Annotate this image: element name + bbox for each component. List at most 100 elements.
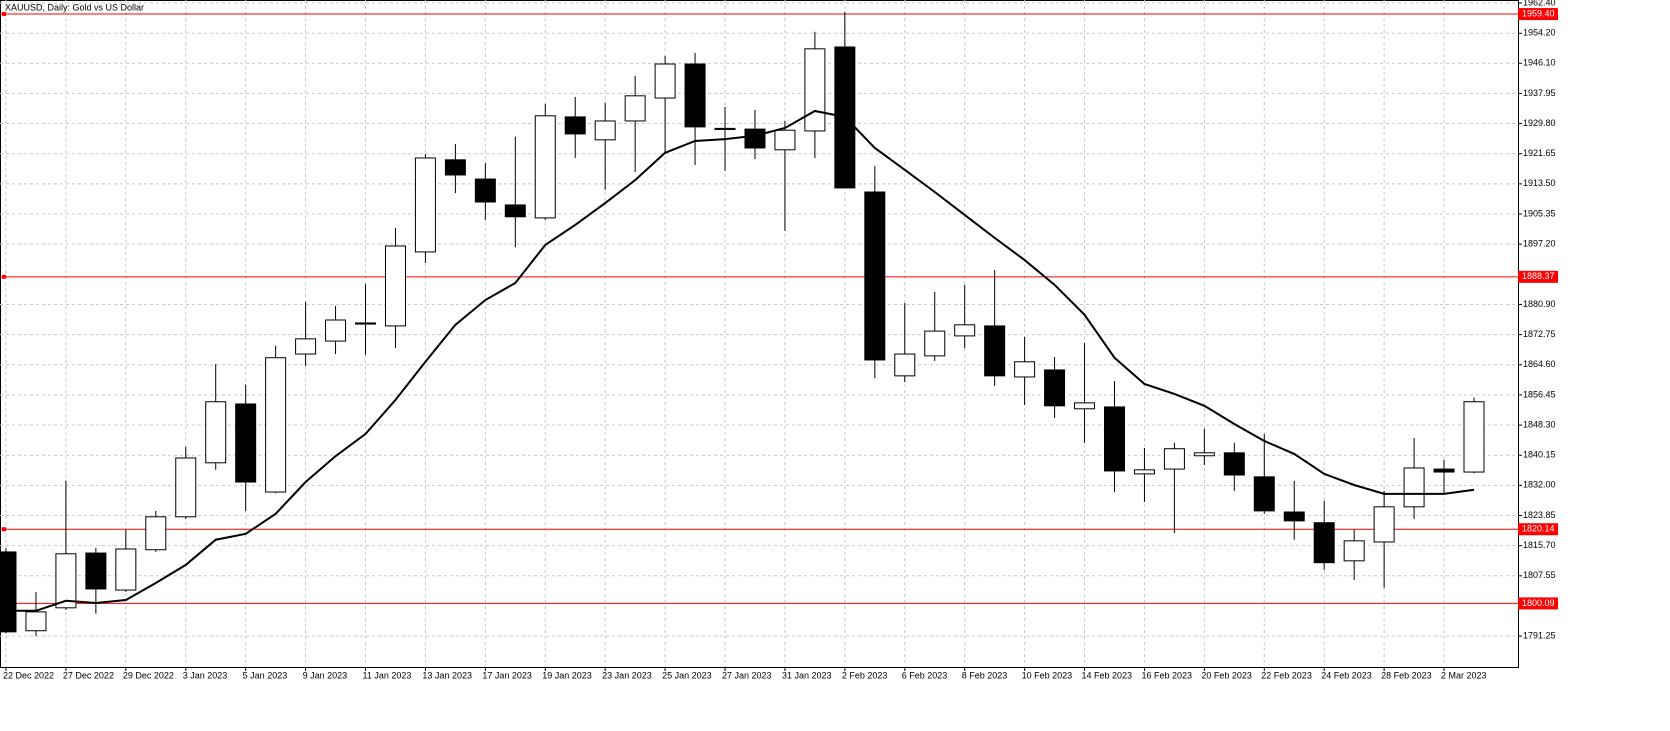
- candle-body: [624, 95, 646, 122]
- x-tick-label: 16 Feb 2023: [1141, 670, 1192, 680]
- y-tick-label: 1848.30: [1523, 419, 1556, 429]
- candle-body: [684, 63, 706, 128]
- candle-body: [1133, 469, 1155, 475]
- candle-body: [1014, 361, 1036, 378]
- x-tick-label: 3 Jan 2023: [183, 670, 228, 680]
- candle-body: [894, 353, 916, 377]
- candle-body: [564, 116, 586, 135]
- x-tick-label: 19 Jan 2023: [542, 670, 592, 680]
- candle-body: [594, 120, 616, 141]
- x-tick-label: 24 Feb 2023: [1321, 670, 1372, 680]
- level-marker: [2, 274, 6, 279]
- y-tick-label: 1856.45: [1523, 389, 1556, 399]
- y-tick-label: 1913.50: [1523, 178, 1556, 188]
- candle-body: [654, 63, 676, 99]
- x-tick-label: 6 Feb 2023: [902, 670, 948, 680]
- y-tick-label: 1840.15: [1523, 450, 1556, 460]
- candle-body: [0, 551, 17, 633]
- candle-body: [474, 178, 496, 203]
- candle-body: [534, 115, 556, 219]
- x-tick-label: 13 Jan 2023: [422, 670, 472, 680]
- level-label: 1820.14: [1522, 524, 1555, 534]
- y-tick-label: 1823.85: [1523, 510, 1556, 520]
- y-tick-label: 1962.40: [1523, 0, 1556, 7]
- candle-body: [714, 127, 736, 130]
- candle-body: [1403, 467, 1425, 508]
- candle-body: [1463, 401, 1485, 473]
- x-tick-label: 22 Dec 2022: [3, 670, 54, 680]
- y-tick-label: 1929.80: [1523, 118, 1556, 128]
- y-tick-label: 1872.75: [1523, 329, 1556, 339]
- candle-body: [325, 319, 347, 342]
- y-tick-label: 1791.25: [1523, 630, 1556, 640]
- candle-body: [444, 159, 466, 176]
- candle-body: [175, 457, 197, 518]
- x-tick-label: 22 Feb 2023: [1261, 670, 1312, 680]
- level-label: 1888.37: [1522, 271, 1555, 281]
- level-label-bg: [1518, 8, 1558, 21]
- candle-body: [55, 553, 77, 609]
- candle-body: [25, 611, 47, 632]
- y-tick-label: 1807.55: [1523, 570, 1556, 580]
- y-tick-label: 1815.70: [1523, 540, 1556, 550]
- x-tick-label: 17 Jan 2023: [482, 670, 532, 680]
- candle-body: [384, 245, 406, 327]
- y-tick-label: 1832.00: [1523, 480, 1556, 490]
- candle-body: [85, 552, 107, 590]
- y-tick-label: 1880.90: [1523, 299, 1556, 309]
- candle-body: [1074, 402, 1096, 410]
- candle-body: [235, 403, 257, 483]
- x-tick-label: 5 Jan 2023: [243, 670, 288, 680]
- y-tick-label: 1897.20: [1523, 239, 1556, 249]
- candle-body: [1283, 511, 1305, 522]
- plot-frame: [0, 0, 1519, 668]
- y-tick-label: 1937.95: [1523, 88, 1556, 98]
- candle-body: [1313, 522, 1335, 564]
- moving-average: [6, 109, 1475, 612]
- candle-body: [1343, 540, 1365, 562]
- candle-body: [1223, 452, 1245, 476]
- x-tick-label: 2 Mar 2023: [1441, 670, 1487, 680]
- candle-body: [774, 129, 796, 151]
- candle-body: [1044, 369, 1066, 407]
- candle-body: [1253, 476, 1275, 512]
- candle-body: [1373, 506, 1395, 543]
- candle-body: [414, 157, 436, 253]
- level-label: 1959.40: [1522, 8, 1555, 18]
- y-tick-label: 1905.35: [1523, 208, 1556, 218]
- x-tick-label: 27 Jan 2023: [722, 670, 772, 680]
- candle-body: [984, 325, 1006, 377]
- y-tick-label: 1864.60: [1523, 359, 1556, 369]
- candle-body: [295, 338, 317, 355]
- y-tick-label: 1921.65: [1523, 148, 1556, 158]
- candle-body: [864, 191, 886, 361]
- x-tick-label: 14 Feb 2023: [1082, 670, 1133, 680]
- chart-title: XAUUSD, Daily: Gold vs US Dollar: [5, 2, 144, 12]
- x-tick-label: 28 Feb 2023: [1381, 670, 1432, 680]
- x-tick-label: 25 Jan 2023: [662, 670, 712, 680]
- x-tick-label: 9 Jan 2023: [303, 670, 348, 680]
- candle-body: [504, 204, 526, 218]
- candle-body: [355, 322, 377, 325]
- level-marker: [2, 12, 6, 17]
- candle-body: [115, 548, 137, 591]
- y-tick-label: 1946.10: [1523, 58, 1556, 68]
- candle-body: [804, 48, 826, 132]
- candle-body: [744, 128, 766, 149]
- candle-body: [1193, 452, 1215, 457]
- candle-body: [205, 401, 227, 464]
- x-tick-label: 11 Jan 2023: [363, 670, 412, 680]
- x-tick-label: 31 Jan 2023: [782, 670, 832, 680]
- candle-body: [265, 357, 287, 493]
- x-tick-label: 27 Dec 2022: [63, 670, 114, 680]
- y-tick-label: 1954.20: [1523, 28, 1556, 38]
- x-tick-label: 23 Jan 2023: [602, 670, 652, 680]
- level-marker: [2, 527, 6, 532]
- candle-body: [1163, 448, 1185, 470]
- candle-body: [1433, 468, 1455, 473]
- level-label-bg: [1518, 523, 1558, 536]
- level-label-bg: [1518, 270, 1558, 283]
- candle-body: [924, 330, 946, 357]
- x-tick-label: 8 Feb 2023: [962, 670, 1008, 680]
